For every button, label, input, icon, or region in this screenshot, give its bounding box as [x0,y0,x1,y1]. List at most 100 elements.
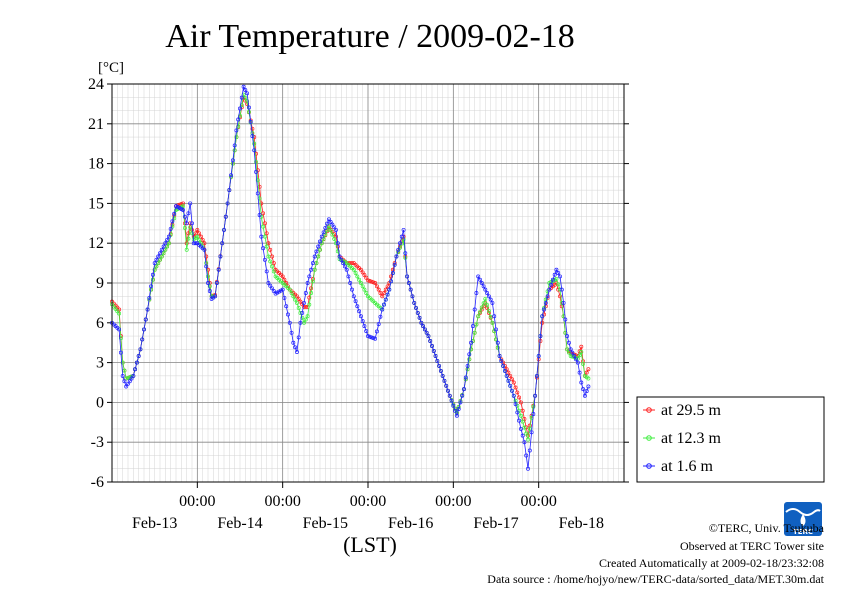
data-point [401,237,406,242]
terc-logo: TERC [784,502,822,536]
data-point [182,225,187,230]
data-point [458,400,463,405]
data-point [243,88,248,92]
data-point [238,106,242,111]
data-point [417,315,422,320]
data-point [255,191,260,196]
data-point [382,302,386,307]
data-point [309,291,314,295]
data-point [360,319,365,324]
data-point [406,281,411,285]
data-point [166,241,171,246]
data-point [486,308,491,313]
data-point [307,274,312,279]
data-point [577,370,582,375]
data-point [222,227,226,232]
data-point [207,289,212,293]
data-point [506,370,511,375]
data-point [478,309,482,314]
data-point [318,247,322,252]
data-point [398,241,402,246]
data-point [126,375,130,380]
data-point [565,334,570,339]
y-tick-label: 6 [96,315,104,332]
data-point [227,188,232,193]
data-point [223,214,228,219]
data-point [559,287,564,292]
data-point [556,271,561,275]
data-point [421,324,426,329]
data-point [414,305,418,310]
data-point [478,277,482,282]
data-point [204,254,209,259]
data-point [451,403,456,408]
data-point [147,295,152,300]
data-point [364,291,369,295]
data-point [202,247,207,252]
data-point [314,249,319,254]
credit-copyright: ©TERC, Univ. Tsukuba [709,521,825,535]
data-point [508,383,513,388]
data-point [248,119,253,124]
data-point [403,251,408,256]
data-point [396,247,401,252]
data-point [186,231,191,236]
data-point [419,320,424,325]
data-point [374,284,379,289]
data-point [408,287,413,292]
data-point [549,282,554,287]
data-point [287,287,292,292]
data-point [172,216,177,221]
data-point [195,227,200,232]
data-point [264,244,269,249]
data-point [184,221,189,226]
data-point [149,284,154,289]
data-point [574,357,578,362]
data-point [204,264,209,269]
legend-entry-1-6m: at 1.6 m [643,458,714,475]
data-point [195,234,200,239]
data-point [298,320,303,325]
data-point [154,257,159,262]
data-point [184,241,189,246]
legend: at 29.5 m at 12.3 m at 1.6 m [636,396,825,483]
data-point [280,287,285,292]
data-point [579,380,584,385]
legend-label-29-5m: at 29.5 m [661,402,722,419]
data-point [367,279,372,283]
y-tick-label: -3 [91,434,104,451]
data-point [117,327,122,332]
data-point [476,314,481,319]
data-point [454,413,459,418]
x-tick-date-label: Feb-17 [473,515,518,532]
data-point [312,254,317,259]
data-point [433,354,438,358]
data-point [206,281,210,285]
data-point [300,310,305,315]
data-point [579,350,584,354]
data-point [262,221,267,226]
data-point [524,453,529,458]
data-point [510,388,514,393]
data-point [150,272,155,277]
data-point [533,393,538,398]
data-point [150,277,155,282]
data-point [542,307,546,312]
data-point [527,448,532,453]
data-point [186,236,191,241]
data-point [586,367,591,372]
chart-title: Air Temperature / 2009-02-18 [165,18,575,55]
data-point [319,234,324,239]
data-point [387,287,392,292]
data-point [282,277,287,282]
data-point [520,408,525,413]
data-point [350,287,354,292]
data-point [255,178,260,183]
data-point [328,220,333,224]
data-point [266,254,271,259]
data-point [362,287,367,292]
data-point [524,431,529,436]
data-point [309,286,314,291]
data-point [286,312,290,317]
data-point [526,466,530,471]
